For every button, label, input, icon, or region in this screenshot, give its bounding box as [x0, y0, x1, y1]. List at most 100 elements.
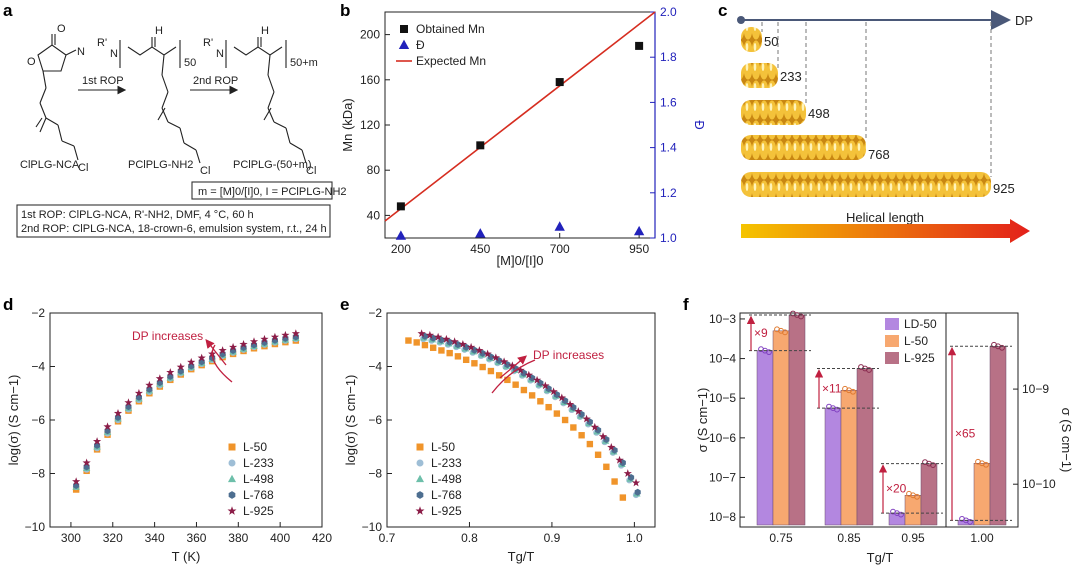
legend-marker — [227, 506, 237, 515]
legend-marker — [415, 474, 425, 483]
point-L-925 — [516, 365, 525, 374]
obtained-mn-point — [476, 141, 485, 150]
dispersity-point — [554, 221, 565, 231]
point-L-50 — [421, 341, 429, 349]
data-dot — [898, 511, 904, 518]
annotation-arc — [491, 359, 536, 394]
arrow-label-1: 1st ROP — [82, 75, 124, 87]
point-L-50 — [570, 424, 577, 431]
y-tick-label: −2 — [368, 306, 382, 320]
legend-marker — [415, 506, 425, 515]
point-L-925 — [134, 388, 144, 397]
point-L-50 — [553, 410, 561, 417]
point-L-925 — [607, 442, 616, 451]
point-L-925 — [82, 458, 91, 467]
point-L-50 — [429, 344, 437, 351]
point-L-925 — [491, 353, 500, 362]
legend-label: L-925 — [431, 504, 462, 518]
point-L-50 — [512, 381, 519, 388]
legend-marker — [227, 474, 237, 483]
point-L-925 — [124, 398, 133, 407]
bar-L-925 — [989, 346, 1007, 526]
legend-label: L-50 — [243, 440, 267, 454]
y2-axis-label: σ (S cm−1) — [1059, 408, 1074, 473]
y-tick-label: 10−3 — [709, 312, 736, 326]
point-L-925 — [483, 349, 492, 358]
y-tick-label: −10 — [362, 520, 383, 534]
point-L-50 — [413, 339, 420, 346]
helix-498 — [741, 100, 806, 125]
sub-50m: 50+m — [290, 57, 318, 69]
atom-n1: N — [77, 46, 85, 58]
point-L-925 — [187, 357, 196, 366]
plot-frame — [384, 11, 656, 239]
x-tick-label: 1.00 — [970, 531, 994, 545]
data-dot — [930, 462, 936, 468]
point-L-925 — [291, 329, 300, 338]
panel-label-d: d — [3, 295, 13, 314]
point-L-925 — [92, 437, 102, 445]
point-L-50 — [594, 451, 602, 458]
helix-233 — [741, 63, 778, 88]
x-tick-label: 340 — [145, 531, 165, 545]
y-tick-label: −6 — [31, 413, 45, 427]
point-L-50 — [528, 392, 536, 399]
obtained-mn-point — [635, 41, 644, 50]
point-L-925 — [270, 332, 280, 341]
rp-label-2: R' — [203, 37, 213, 49]
legend-marker — [416, 491, 424, 499]
x-tick-label: 0.85 — [837, 531, 861, 545]
arrow-label-2: 2nd ROP — [193, 75, 238, 87]
reaction-scheme — [16, 34, 333, 238]
point-L-925 — [615, 455, 624, 464]
bar-L-925 — [920, 463, 938, 526]
x-axis-label: [M]0/[I]0 — [497, 253, 544, 268]
panel-label-b: b — [340, 1, 350, 20]
bar-L-925 — [788, 314, 806, 526]
helix-925 — [741, 172, 991, 197]
x-tick-label: 380 — [228, 531, 248, 545]
plot-frame — [739, 312, 1019, 528]
point-L-925 — [508, 361, 517, 370]
nca-ring — [37, 44, 67, 72]
bar-LD-50 — [824, 407, 842, 526]
y-tick-label: 10−6 — [709, 431, 736, 445]
y-tick-label: 10−4 — [709, 352, 736, 366]
y-tick-label: 200 — [360, 28, 380, 42]
point-L-925 — [565, 400, 575, 408]
bar-LD-50 — [756, 350, 774, 526]
legend-label: L-925 — [243, 504, 274, 518]
atom-cl3: Cl — [306, 165, 316, 177]
atom-h2: H — [261, 25, 269, 37]
chart-e: 0.7 0.8 0.9 1.0 −10 −8 −6 −4 −2 L-50 L-233 L-498 L-7… — [343, 306, 656, 564]
fold-label: ×65 — [955, 426, 976, 440]
x-tick-label: 360 — [186, 531, 206, 545]
data-dot — [850, 388, 856, 395]
dp-axis-label: DP — [1015, 13, 1033, 28]
bar-LD-50 — [888, 512, 906, 526]
legend-label: L-233 — [243, 456, 274, 470]
y2-tick-label: 1.4 — [660, 141, 677, 155]
x-tick-label: 300 — [61, 531, 81, 545]
atom-cl1: Cl — [78, 162, 88, 174]
panel-label-e: e — [340, 295, 349, 314]
point-L-50 — [438, 347, 445, 354]
point-L-925 — [155, 374, 164, 383]
legend-marker-obtained — [400, 25, 408, 33]
y-axis-label: σ (S cm−1) — [695, 388, 710, 453]
data-dot — [914, 493, 920, 500]
y-tick-label: 10−7 — [709, 470, 736, 484]
data-dot — [983, 461, 989, 468]
x-tick-label: 1.0 — [626, 531, 643, 545]
point-L-925 — [467, 342, 476, 351]
rp-label-1: R' — [97, 37, 107, 49]
atom-n2: N — [110, 48, 118, 60]
point-L-925 — [281, 330, 290, 339]
annotation-arrow — [499, 355, 527, 379]
y-tick-label: −8 — [31, 467, 45, 481]
y2-tick-label: 1.0 — [660, 231, 677, 245]
y-tick-label: −8 — [368, 467, 382, 481]
gradient-arrow — [741, 219, 1030, 243]
bar-L-50 — [904, 495, 922, 526]
point-L-50 — [487, 367, 495, 375]
